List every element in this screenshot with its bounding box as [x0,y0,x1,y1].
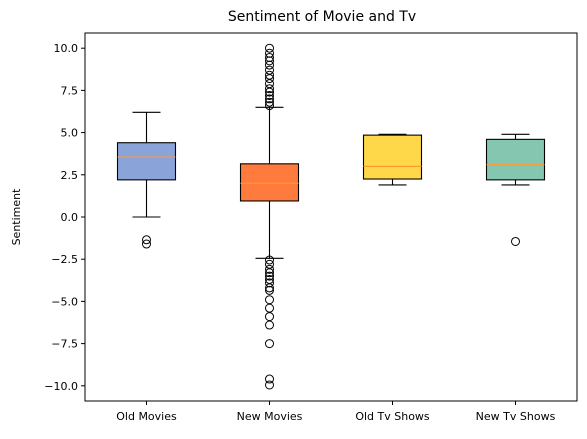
box-new-tv-shows [485,138,546,181]
chart-title: Sentiment of Movie and Tv [228,9,416,25]
outlier-point [265,283,274,293]
box-old-tv-shows [362,134,423,180]
y-axis-label: Sentiment [10,188,23,246]
y-tick-label: −2.5 [51,253,78,266]
x-tick-label: New Tv Shows [476,410,556,423]
outlier-point [142,239,151,249]
outlier-point [265,94,274,104]
y-tick-label: −5.0 [51,295,78,308]
y-tick-label: 10.0 [54,42,79,55]
outlier-point [265,264,274,274]
outlier-point [265,295,274,305]
x-tick-label: New Movies [237,410,303,423]
outlier-point [265,60,274,70]
y-tick-label: −10.0 [44,380,78,393]
plot-area: −10.0 −7.5 −5.0 −2.5 0.0 2.5 5.0 7.5 10.0 Old Mov… [44,32,578,423]
outlier-point [265,90,274,100]
plot-frame [84,32,578,402]
x-tick-label: Old Tv Shows [355,410,430,423]
outlier-point [265,271,274,281]
y-tick-label: 2.5 [61,169,79,182]
y-tick-label: 5.0 [61,127,79,140]
y-tick-label: 7.5 [61,84,79,97]
outlier-point [142,235,151,245]
outlier-point [265,87,274,97]
y-tick-label: 0.0 [61,211,79,224]
outlier-point [265,285,274,295]
outlier-point [265,97,274,107]
outlier-point [265,339,274,349]
outlier-point [265,74,274,84]
box-old-movies [116,142,177,181]
box-new-movies [239,163,300,202]
outlier-point [265,320,274,330]
outlier-point [511,236,520,246]
x-tick-label: Old Movies [116,410,177,423]
outlier-point [265,374,274,384]
outlier-point [265,255,274,265]
outlier-point [265,312,274,322]
outlier-point [265,56,274,66]
outlier-point [265,43,274,53]
outlier-point [265,268,274,278]
outlier-point [265,101,274,111]
outlier-point [265,303,274,313]
outlier-point [265,84,274,94]
outlier-point [265,380,274,390]
y-tick-label: −7.5 [51,338,78,351]
